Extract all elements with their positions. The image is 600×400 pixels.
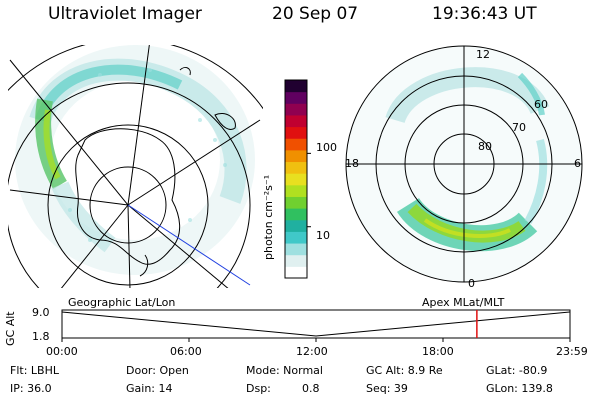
colorbar-segment	[285, 80, 307, 93]
colorbar-segment	[285, 91, 307, 104]
status-glat: GLat: -80.9	[486, 364, 548, 377]
colorbar-tick-100: 100	[316, 141, 337, 154]
colorbar-segment	[285, 149, 307, 163]
colorbar-segment	[285, 266, 307, 279]
colorbar-segment	[285, 243, 307, 256]
time-label: 19:36:43 UT	[432, 4, 537, 24]
colorbar-segment	[285, 254, 307, 267]
lat-label-70: 70	[512, 121, 526, 134]
colorbar-segment	[285, 173, 307, 186]
date-label: 20 Sep 07	[272, 4, 359, 24]
colorbar-segment	[285, 184, 307, 197]
status-seq: Seq: 39	[366, 382, 408, 395]
timeline-x-tick-0600: 06:00	[170, 345, 202, 358]
altitude-curve	[61, 311, 570, 337]
altitude-timeline	[61, 309, 571, 342]
timeline-x-tick-0000: 00:00	[46, 345, 78, 358]
status-gain: Gain: 14	[126, 382, 173, 395]
lat-label-80: 80	[478, 140, 492, 153]
status-glon: GLon: 139.8	[486, 382, 553, 395]
timeline-y-tick-9: 9.0	[32, 306, 50, 319]
status-dsp-value: 0.8	[302, 382, 320, 395]
colorbar-segment	[285, 138, 307, 151]
colorbar-segment	[285, 219, 307, 232]
status-flt: Flt: LBHL	[10, 364, 59, 377]
instrument-title: Ultraviolet Imager	[48, 4, 202, 24]
status-door: Door: Open	[126, 364, 189, 377]
timeline-right-label: Apex MLat/MLT	[422, 296, 505, 309]
timeline-x-tick-1200: 12:00	[296, 345, 328, 358]
timeline-x-tick-2359: 23:59	[556, 345, 588, 358]
colorbar-segment	[285, 231, 307, 244]
status-gc-alt: GC Alt: 8.9 Re	[366, 364, 443, 377]
colorbar	[284, 79, 311, 279]
timeline-y-tick-1-8: 1.8	[32, 330, 50, 343]
colorbar-segment	[285, 196, 307, 209]
status-dsp-label: Dsp:	[246, 382, 271, 395]
colorbar-segment	[285, 114, 307, 128]
lat-label-60: 60	[534, 98, 548, 111]
mlt-label-top: 12	[476, 48, 490, 61]
mlt-label-right: 6	[574, 157, 581, 170]
colorbar-segment	[285, 208, 307, 221]
status-mode: Mode: Normal	[246, 364, 323, 377]
timeline-x-tick-1800: 18:00	[422, 345, 454, 358]
status-ip: IP: 36.0	[10, 382, 52, 395]
mlt-label-left: 18	[345, 157, 359, 170]
mlt-label-bottom: 0	[468, 277, 475, 290]
timeline-left-label: Geographic Lat/Lon	[68, 296, 176, 309]
polar-map	[345, 45, 583, 283]
colorbar-tick-10: 10	[316, 229, 330, 242]
geographic-map	[8, 45, 263, 288]
colorbar-segment	[285, 103, 307, 116]
colorbar-frame	[284, 79, 308, 279]
timeline-y-title: GC Alt	[4, 311, 17, 346]
colorbar-segment	[285, 161, 307, 174]
colorbar-segment	[285, 126, 307, 139]
